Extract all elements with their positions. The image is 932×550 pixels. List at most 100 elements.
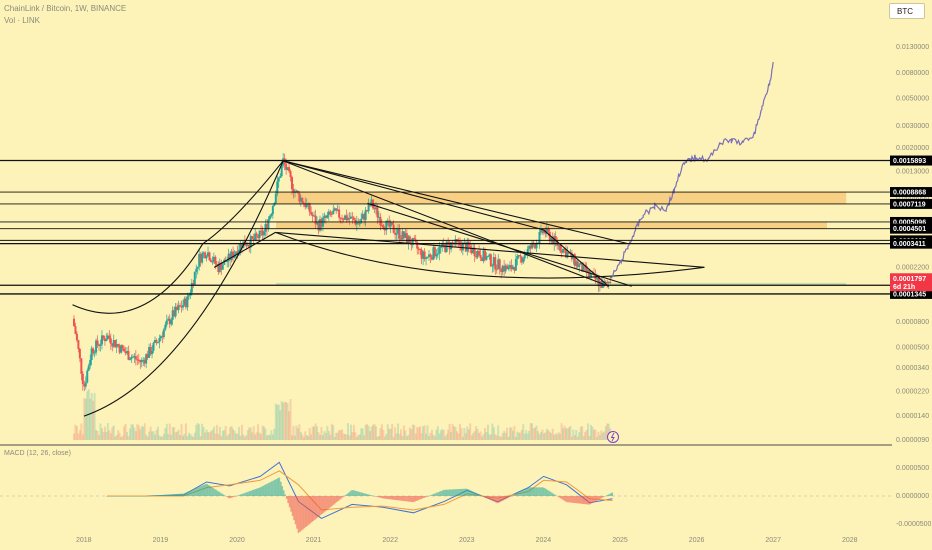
candle-body xyxy=(547,227,550,232)
candle-body xyxy=(329,211,332,214)
macd-histogram-bar xyxy=(394,496,397,501)
volume-bars xyxy=(72,389,612,440)
macd-histogram-bar xyxy=(226,496,229,498)
volume-bar xyxy=(392,436,395,440)
macd-histogram-bar xyxy=(607,494,609,496)
volume-bar xyxy=(341,429,344,440)
macd-tick-label: -0.0000500 xyxy=(896,521,932,528)
candle-body xyxy=(118,345,121,353)
volume-bar xyxy=(151,431,154,440)
candle-body xyxy=(126,351,129,354)
macd-histogram-bar xyxy=(287,496,289,504)
volume-bar xyxy=(550,433,553,440)
volume-bar xyxy=(235,433,238,440)
macd-macd-line xyxy=(107,461,613,519)
macd-histogram-bar xyxy=(210,486,213,496)
candle-body xyxy=(131,356,134,358)
macd-histogram-bar xyxy=(526,488,528,496)
macd-histogram-bar xyxy=(359,492,362,496)
macd-histogram-bar xyxy=(533,487,535,496)
macd-histogram-bar xyxy=(122,496,124,497)
volume-bar xyxy=(587,423,590,440)
candle-body xyxy=(526,249,529,255)
macd-histogram-bar xyxy=(399,496,401,501)
macd-histogram-bar xyxy=(546,489,549,496)
volume-bar xyxy=(283,401,286,440)
macd-histogram-bar xyxy=(542,487,544,496)
volume-bar xyxy=(472,432,475,440)
candle-body xyxy=(273,203,276,206)
x-tick-label: 2025 xyxy=(612,537,628,544)
volume-bar xyxy=(338,430,341,440)
volume-bar xyxy=(329,434,332,440)
compare-symbol-button[interactable]: BTC xyxy=(889,3,925,19)
macd-histogram-bar xyxy=(321,496,323,515)
candle-body xyxy=(155,340,158,343)
candle-body xyxy=(298,193,301,202)
volume-bar xyxy=(579,426,582,440)
volume-bar xyxy=(517,432,520,440)
candle-body xyxy=(607,281,610,283)
candle-body xyxy=(385,220,388,231)
volume-bar xyxy=(414,433,417,440)
macd-histogram-bar xyxy=(352,490,354,496)
macd-histogram-bar xyxy=(481,496,484,497)
volume-bar xyxy=(193,432,196,440)
volume-bar xyxy=(507,436,510,440)
volume-bar xyxy=(288,411,291,440)
volume-bar xyxy=(491,423,494,440)
macd-histogram-bar xyxy=(371,495,373,496)
trend-line xyxy=(275,231,705,268)
macd-histogram-bar xyxy=(493,496,496,502)
macd-histogram-bar xyxy=(179,493,182,496)
volume-bar xyxy=(581,426,584,440)
volume-bar xyxy=(115,434,118,440)
macd-histogram-bar xyxy=(147,495,150,497)
candle-body xyxy=(255,233,258,236)
candle-body xyxy=(288,167,291,172)
candle-body xyxy=(74,326,77,334)
volume-bar xyxy=(576,436,579,440)
candle-body xyxy=(108,335,111,339)
candle-body xyxy=(145,354,148,364)
candle-body xyxy=(186,296,189,308)
candle-body xyxy=(562,248,565,253)
y-tick-label: 0.0013000 xyxy=(896,168,929,175)
macd-histogram-bar xyxy=(523,489,525,496)
macd-histogram-bar xyxy=(562,496,565,501)
candle-body xyxy=(382,225,385,229)
candle-body xyxy=(564,249,567,258)
candle-body xyxy=(299,197,302,202)
volume-bar xyxy=(80,423,83,440)
time-axis[interactable]: 2018 2019 2020 2021 2022 2023 2024 2025 2026 2027… xyxy=(76,537,858,544)
volume-bar xyxy=(537,431,540,440)
candle-body xyxy=(226,261,229,263)
macd-histogram-bar xyxy=(447,489,450,496)
volume-bar xyxy=(145,434,148,440)
candle-body xyxy=(111,343,114,347)
volume-bar xyxy=(271,434,274,440)
candle-body xyxy=(90,348,93,360)
candle-body xyxy=(209,260,212,262)
candle-body xyxy=(567,252,570,254)
volume-bar xyxy=(165,423,168,440)
candle-body xyxy=(327,211,330,216)
candle-body xyxy=(401,231,404,239)
volume-bar xyxy=(77,433,80,440)
macd-histogram-bar xyxy=(120,496,123,497)
macd-histogram-bar xyxy=(372,495,375,497)
candle-body xyxy=(130,356,133,360)
candle-body xyxy=(152,342,155,351)
price-tag-label: 0.0007119 xyxy=(893,201,926,208)
candle-body xyxy=(590,274,593,277)
macd-histogram-bar xyxy=(593,496,596,502)
candle-body xyxy=(276,181,279,194)
candle-body xyxy=(245,245,248,247)
macd-histogram-bar xyxy=(387,496,390,500)
macd-histogram-bar xyxy=(249,491,251,496)
candle-body xyxy=(196,266,199,269)
volume-bar xyxy=(152,431,155,440)
macd-histogram-bar xyxy=(145,495,148,497)
macd-histogram-bar xyxy=(536,487,538,496)
